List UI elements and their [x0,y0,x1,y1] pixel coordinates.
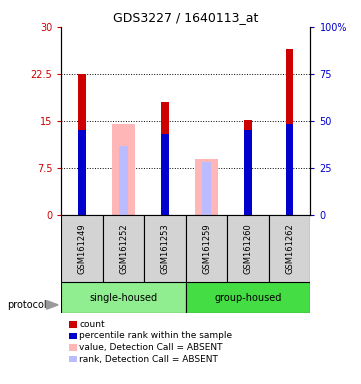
Bar [119,146,128,215]
Text: GSM161259: GSM161259 [202,223,211,274]
Bar [112,124,135,215]
Text: group-housed: group-housed [214,293,282,303]
Bar [161,134,169,215]
Bar [144,215,186,282]
Bar [227,215,269,282]
Bar [61,282,186,313]
Polygon shape [47,301,58,309]
Bar [78,131,86,215]
Text: GSM161253: GSM161253 [161,223,170,274]
Text: GSM161252: GSM161252 [119,223,128,274]
Text: protocol: protocol [7,300,47,310]
Bar [103,215,144,282]
Bar [269,215,310,282]
Text: count: count [79,320,105,329]
Bar [161,102,169,215]
Text: value, Detection Call = ABSENT: value, Detection Call = ABSENT [79,343,223,352]
Text: rank, Detection Call = ABSENT: rank, Detection Call = ABSENT [79,354,218,364]
Text: GSM161262: GSM161262 [285,223,294,274]
Bar [202,162,211,215]
Text: percentile rank within the sample: percentile rank within the sample [79,331,232,341]
Bar [244,131,252,215]
Bar [186,282,310,313]
Bar [244,120,252,215]
Bar [195,159,218,215]
Text: single-housed: single-housed [90,293,158,303]
Text: GSM161249: GSM161249 [78,223,87,274]
Title: GDS3227 / 1640113_at: GDS3227 / 1640113_at [113,11,258,24]
Text: GSM161260: GSM161260 [244,223,253,274]
Bar [286,124,293,215]
Bar [286,49,293,215]
Bar [61,215,103,282]
Bar [78,74,86,215]
Bar [186,215,227,282]
